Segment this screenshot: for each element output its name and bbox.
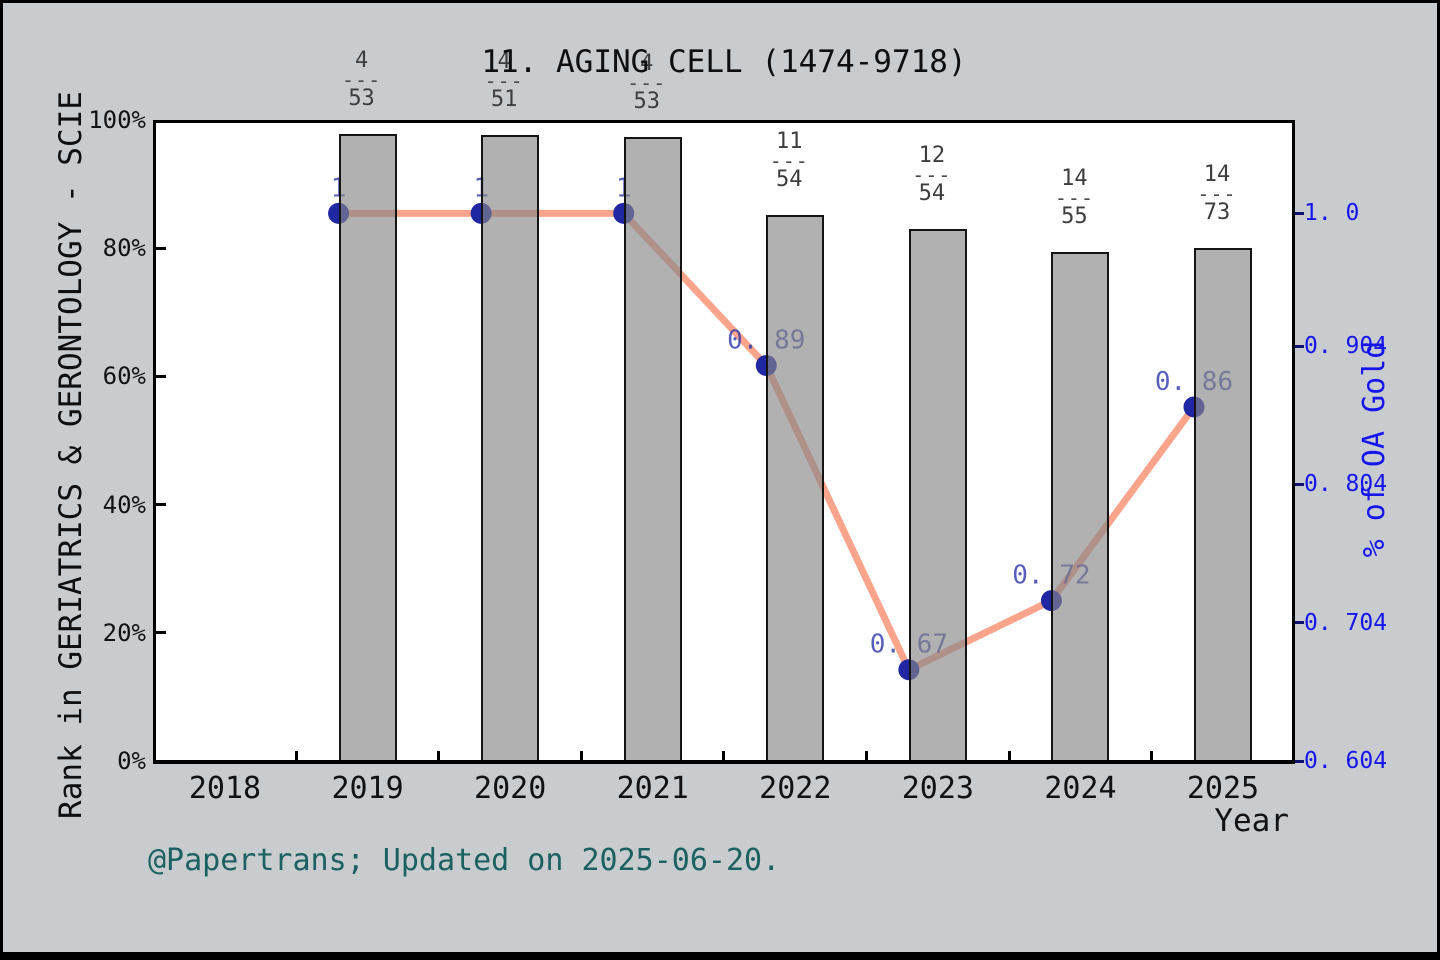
plot-area <box>153 120 1295 764</box>
x-axis-spine <box>153 760 1295 764</box>
left-tick-80 <box>156 246 166 250</box>
right-tick-0.704 <box>1295 621 1304 625</box>
x-minor-tick-2021-5 <box>722 751 726 760</box>
rank-fraction-2021: 4 --- 53 <box>611 51 683 115</box>
x-tick-label-2020: 2020 <box>474 771 547 806</box>
rank-fraction-2022: 11 --- 54 <box>753 129 825 193</box>
credit-text: @Papertrans; Updated on 2025-06-20. <box>148 843 781 878</box>
fraction-bar: --- <box>1197 182 1237 207</box>
right-tick-label-1: 1. 0 <box>1304 200 1360 227</box>
fraction-bar: --- <box>769 148 809 173</box>
bar-2021 <box>623 137 682 764</box>
rank-denominator: 73 <box>1203 200 1231 226</box>
right-tick-label-0.804: 0. 804 <box>1304 471 1388 498</box>
right-tick-0.604 <box>1295 759 1304 763</box>
rank-fraction-2025: 14 --- 73 <box>1181 162 1253 226</box>
x-minor-tick-2018-5 <box>294 751 298 760</box>
bar-2022 <box>766 214 825 764</box>
x-minor-tick-2020-5 <box>579 751 583 760</box>
fraction-bar: --- <box>627 71 667 96</box>
x-minor-tick-2023-5 <box>1007 751 1011 760</box>
rank-numerator: 4 <box>497 49 511 75</box>
left-tick-20 <box>156 631 166 635</box>
x-minor-tick-2019-5 <box>437 751 441 760</box>
x-minor-tick-2024-5 <box>1150 751 1154 760</box>
bar-2020 <box>481 135 540 764</box>
right-axis-title: % of OA Gold <box>1357 340 1392 558</box>
rank-numerator: 14 <box>1203 162 1231 188</box>
rank-denominator: 53 <box>633 89 660 115</box>
fraction-bar: --- <box>342 68 382 93</box>
x-tick-label-2022: 2022 <box>759 771 832 806</box>
left-tick-label-80: 80% <box>102 234 146 263</box>
right-tick-label-0.904: 0. 904 <box>1304 333 1388 360</box>
rank-numerator: 4 <box>354 48 369 74</box>
rank-denominator: 54 <box>776 166 803 192</box>
bar-2019 <box>338 134 397 764</box>
chart-title: 11. AGING CELL (1474-9718) <box>481 44 967 80</box>
left-tick-label-60: 60% <box>102 362 146 391</box>
x-axis-title: Year <box>1214 803 1289 839</box>
rank-denominator: 51 <box>490 87 518 113</box>
right-tick-0.904 <box>1295 344 1304 348</box>
fraction-bar: --- <box>1054 186 1094 211</box>
right-tick-label-0.604: 0. 604 <box>1304 748 1388 774</box>
rank-numerator: 14 <box>1061 166 1088 192</box>
fraction-bar: --- <box>912 162 952 187</box>
rank-numerator: 12 <box>918 142 946 168</box>
bar-2025 <box>1193 248 1252 764</box>
left-tick-label-20: 20% <box>102 618 146 647</box>
x-tick-label-2021: 2021 <box>616 771 689 806</box>
rank-denominator: 55 <box>1061 204 1088 230</box>
x-tick-label-2025: 2025 <box>1186 771 1260 806</box>
right-tick-label-0.704: 0. 704 <box>1304 609 1388 636</box>
x-tick-label-2019: 2019 <box>331 771 404 806</box>
bar-2023 <box>908 228 967 764</box>
right-tick-0.804 <box>1295 482 1304 486</box>
left-tick-label-100: 100% <box>88 106 146 134</box>
rank-numerator: 11 <box>776 128 803 154</box>
x-tick-label-2023: 2023 <box>901 771 974 806</box>
left-tick-label-0: 0% <box>117 747 146 775</box>
x-minor-tick-2022-5 <box>865 751 869 760</box>
x-tick-label-2024: 2024 <box>1044 771 1117 806</box>
left-tick-40 <box>156 503 166 507</box>
fraction-bar: --- <box>484 69 524 94</box>
rank-fraction-2024: 14 --- 55 <box>1038 166 1110 230</box>
left-tick-label-40: 40% <box>102 490 146 519</box>
right-tick-1 <box>1295 211 1304 215</box>
rank-fraction-2019: 4 --- 53 <box>326 48 398 112</box>
rank-fraction-2023: 12 --- 54 <box>896 143 968 207</box>
x-tick-label-2018: 2018 <box>188 771 262 806</box>
rank-numerator: 4 <box>640 51 654 77</box>
bar-2024 <box>1051 252 1110 764</box>
rank-denominator: 53 <box>348 86 375 112</box>
left-tick-60 <box>156 374 166 378</box>
rank-fraction-2020: 4 --- 51 <box>468 49 540 113</box>
left-axis-title: Rank in GERIATRICS & GERONTOLOGY - SCIE <box>53 91 89 819</box>
rank-denominator: 54 <box>918 180 946 206</box>
